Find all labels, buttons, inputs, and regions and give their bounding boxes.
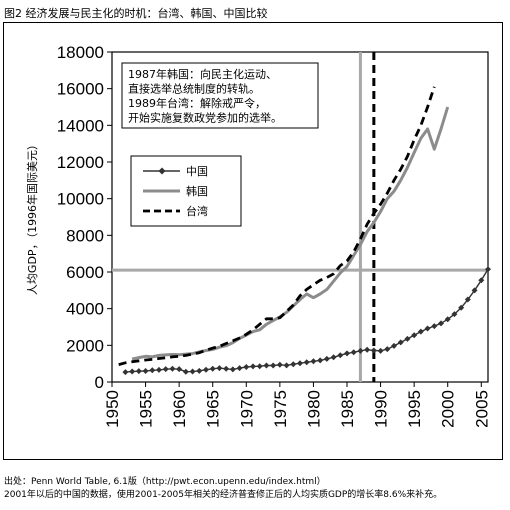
- x-tick-label: 1960: [170, 390, 189, 428]
- china-data-point: [317, 357, 324, 364]
- series-line-2: [118, 86, 436, 366]
- china-data-point: [458, 304, 465, 311]
- china-data-point: [229, 366, 236, 373]
- y-tick-label: 14000: [57, 116, 104, 135]
- figure-title: 图2 经济发展与民主化的时机：台湾、韩国、中国比较: [4, 7, 268, 20]
- legend-label-0: 中国: [186, 165, 208, 178]
- china-data-point: [384, 346, 391, 353]
- x-tick-label: 1990: [372, 390, 391, 428]
- china-data-point: [243, 363, 250, 370]
- china-data-point: [216, 365, 223, 372]
- china-data-point: [471, 287, 478, 294]
- x-tick-label: 1970: [237, 390, 256, 428]
- china-data-point: [303, 359, 310, 366]
- y-tick-label: 18000: [57, 43, 104, 62]
- china-data-point: [203, 366, 209, 373]
- china-data-point: [310, 358, 317, 365]
- china-data-point: [464, 296, 471, 303]
- china-data-point: [182, 368, 189, 375]
- annotation-border: [121, 62, 319, 129]
- data-note: 2001年以后的中国的数据，使用2001-2005年相关的经济普查修正后的人均实…: [4, 490, 443, 500]
- china-data-point: [417, 328, 424, 335]
- x-tick-label: 2000: [439, 390, 458, 428]
- china-data-point: [256, 363, 263, 370]
- chart-svg: 0 2000 4000 6000 8000 10000 12000 14000 16000 180…: [25, 43, 491, 428]
- china-data-point: [478, 277, 485, 284]
- y-tick-label: 4000: [66, 300, 104, 319]
- china-data-point: [330, 354, 337, 361]
- y-tick-label: 0: [95, 373, 104, 392]
- china-data-point: [397, 339, 404, 346]
- china-data-point: [135, 368, 142, 375]
- china-data-point: [290, 361, 297, 368]
- chart-frame: [3, 22, 503, 460]
- x-tick-label: 1980: [304, 390, 323, 428]
- legend-label-1: 韩国: [186, 184, 208, 198]
- plot-area: [111, 51, 489, 383]
- x-tick-label: 1950: [103, 390, 122, 428]
- china-data-point: [209, 365, 216, 372]
- annotation-box: 1987年韩国：向民主化运动、直接选举总统制度的转轨。1989年台湾：解除戒严令…: [121, 62, 319, 129]
- china-data-point: [270, 362, 277, 369]
- x-tick-label: 1955: [137, 390, 156, 428]
- x-tick-label: 1965: [204, 390, 223, 428]
- x-tick-label: 2005: [472, 390, 491, 428]
- china-data-point: [444, 316, 451, 323]
- annotation-line: 开始实施复数政党参加的选举。: [128, 111, 282, 125]
- y-tick-label: 12000: [57, 153, 104, 172]
- x-tick-label: 1995: [405, 390, 424, 428]
- china-data-point: [250, 363, 256, 370]
- china-data-point: [370, 347, 377, 354]
- china-data-point: [364, 346, 371, 353]
- china-data-point: [350, 349, 357, 356]
- china-data-point: [451, 311, 458, 318]
- y-axis-label: 人均GDP，（1996年国际美元）: [25, 139, 39, 295]
- china-data-point: [431, 323, 438, 330]
- china-data-point: [223, 365, 230, 372]
- china-data-point: [297, 360, 303, 367]
- china-data-point: [236, 365, 243, 372]
- y-tick-label: 6000: [66, 263, 104, 282]
- china-data-point: [196, 367, 203, 374]
- x-tick-label: 1975: [271, 390, 290, 428]
- china-data-point: [122, 369, 129, 376]
- china-data-point: [149, 367, 156, 374]
- y-tick-label: 2000: [66, 336, 104, 355]
- series-line-0: [125, 268, 489, 373]
- china-data-point: [276, 361, 283, 368]
- china-data-point: [438, 320, 444, 327]
- china-data-point: [404, 335, 411, 342]
- annotation-line: 1987年韩国：向民主化运动、: [128, 67, 277, 81]
- china-data-point: [344, 350, 350, 357]
- china-data-point: [323, 355, 330, 362]
- annotation-line: 1989年台湾：解除戒严令，: [128, 96, 266, 110]
- china-data-point: [424, 325, 431, 332]
- china-data-point: [485, 266, 491, 273]
- china-data-point: [142, 368, 149, 374]
- china-data-point: [337, 352, 344, 359]
- china-data-point: [162, 366, 169, 373]
- y-tick-label: 10000: [57, 190, 104, 209]
- china-data-point: [263, 362, 270, 369]
- x-tick-label: 1985: [338, 390, 357, 428]
- legend-label-2: 台湾: [186, 204, 208, 218]
- china-data-point: [189, 368, 196, 375]
- y-tick-label: 8000: [66, 226, 104, 245]
- series-line-1: [131, 106, 450, 361]
- legend-marker: [158, 167, 166, 175]
- china-data-point: [176, 366, 183, 373]
- china-data-point: [357, 347, 364, 354]
- china-data-point: [411, 332, 418, 339]
- y-tick-label: 16000: [57, 80, 104, 99]
- china-data-point: [391, 342, 397, 349]
- annotation-line: 直接选举总统制度的转轨。: [128, 82, 260, 96]
- source-note: 出处：Penn World Table, 6.1版（http://pwt.eco…: [4, 477, 326, 487]
- china-data-point: [283, 362, 290, 369]
- china-data-point: [169, 365, 176, 372]
- china-data-point: [156, 366, 162, 373]
- china-data-point: [377, 347, 384, 354]
- china-data-point: [129, 368, 136, 375]
